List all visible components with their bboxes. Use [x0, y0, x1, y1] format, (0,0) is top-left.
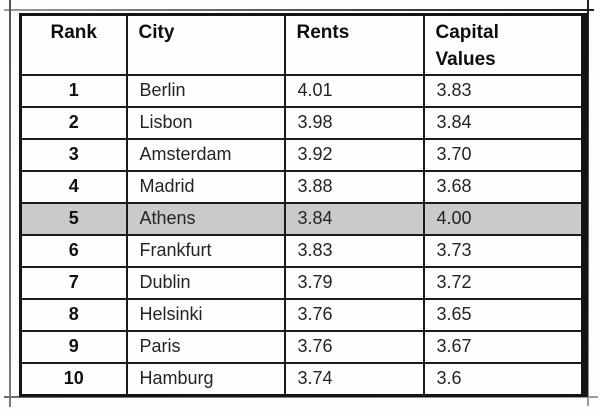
- cell-rank: 2: [19, 105, 128, 140]
- city-ranking-table: Rank City Rents Capital Values 1 Berlin …: [19, 13, 588, 397]
- cell-rents: 3.83: [283, 233, 425, 268]
- cell-rank: 9: [19, 329, 128, 364]
- column-header-rents-label: Rents: [296, 22, 350, 43]
- cell-city: Paris: [125, 329, 286, 364]
- cell-rank: 10: [19, 361, 128, 397]
- cell-rank: 5: [19, 201, 128, 236]
- column-header-rank-label: Rank: [50, 22, 97, 43]
- cell-rents: 3.74: [283, 361, 425, 397]
- cell-rents: 4.01: [283, 73, 425, 108]
- cell-rents: 3.84: [283, 201, 425, 236]
- cell-city: Hamburg: [125, 361, 286, 397]
- cell-capital-values: 3.6: [422, 361, 586, 397]
- cell-rank: 7: [19, 265, 128, 300]
- column-header-rents: Rents: [283, 13, 425, 76]
- frame-border-left: [9, 0, 11, 407]
- cell-city: Amsterdam: [125, 137, 286, 172]
- cell-capital-values: 3.68: [422, 169, 586, 204]
- frame-border-right: [587, 0, 589, 406]
- table-row-highlighted: 5 Athens 3.84 4.00: [19, 201, 586, 236]
- cell-city: Athens: [125, 201, 286, 236]
- cell-city: Helsinki: [125, 297, 286, 332]
- column-header-rank: Rank: [19, 13, 128, 76]
- table-row: 7 Dublin 3.79 3.72: [19, 265, 586, 300]
- cell-city: Madrid: [125, 169, 286, 204]
- table-row: 2 Lisbon 3.98 3.84: [19, 105, 586, 140]
- column-header-city: City: [125, 13, 286, 76]
- table-row: 9 Paris 3.76 3.67: [19, 329, 586, 364]
- cell-rents: 3.98: [283, 105, 425, 140]
- cell-capital-values: 3.84: [422, 105, 586, 140]
- cell-rents: 3.76: [283, 329, 425, 364]
- column-header-city-label: City: [138, 22, 175, 43]
- table-row: 3 Amsterdam 3.92 3.70: [19, 137, 586, 172]
- cell-rents: 3.76: [283, 297, 425, 332]
- cell-capital-values: 3.72: [422, 265, 586, 300]
- cell-city: Frankfurt: [125, 233, 286, 268]
- cell-capital-values: 3.83: [422, 73, 586, 108]
- table-row: 4 Madrid 3.88 3.68: [19, 169, 586, 204]
- cell-capital-values: 3.67: [422, 329, 586, 364]
- cell-rank: 8: [19, 297, 128, 332]
- cell-capital-values: 4.00: [422, 201, 586, 236]
- cell-rank: 6: [19, 233, 128, 268]
- cell-rents: 3.79: [283, 265, 425, 300]
- cell-city: Berlin: [125, 73, 286, 108]
- table-row: 1 Berlin 4.01 3.83: [19, 73, 586, 108]
- cell-capital-values: 3.70: [422, 137, 586, 172]
- table-row: 8 Helsinki 3.76 3.65: [19, 297, 586, 332]
- frame-border-bottom: [4, 396, 598, 398]
- column-header-capital-values: Capital Values: [422, 13, 586, 76]
- table-row: 6 Frankfurt 3.83 3.73: [19, 233, 586, 268]
- cell-city: Lisbon: [125, 105, 286, 140]
- cell-rents: 3.88: [283, 169, 425, 204]
- column-header-capital-values-label: Capital Values: [435, 22, 499, 70]
- cell-rank: 1: [19, 73, 128, 108]
- cell-capital-values: 3.73: [422, 233, 586, 268]
- header-row: Rank City Rents Capital Values: [19, 13, 586, 76]
- table-row: 10 Hamburg 3.74 3.6: [19, 361, 586, 397]
- cell-rank: 4: [19, 169, 128, 204]
- cell-city: Dublin: [125, 265, 286, 300]
- cell-capital-values: 3.65: [422, 297, 586, 332]
- cell-rents: 3.92: [283, 137, 425, 172]
- frame-border-top: [4, 9, 594, 11]
- cell-rank: 3: [19, 137, 128, 172]
